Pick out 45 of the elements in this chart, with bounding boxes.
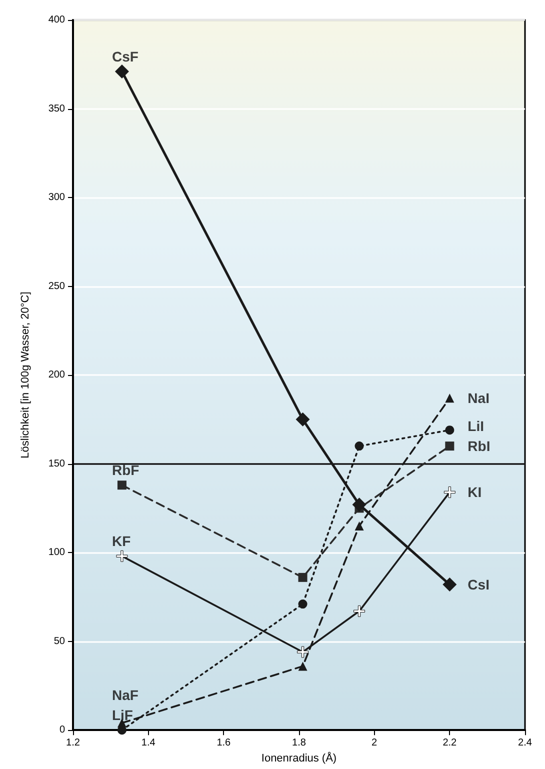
x-tick-label: 1.2 [66, 738, 80, 749]
x-tick-label: 1.4 [141, 738, 156, 749]
y-tick-label: 50 [54, 636, 66, 647]
annotation: KI [468, 484, 482, 500]
y-tick-label: 300 [48, 192, 66, 204]
point [354, 605, 366, 617]
y-tick-label: 250 [48, 280, 66, 292]
annotation: LiF [112, 707, 134, 724]
point [354, 442, 364, 451]
x-axis-title: Ionenradius (Å) [261, 752, 337, 764]
annotation: CsF [112, 48, 139, 64]
y-tick-label: 400 [48, 14, 66, 26]
annotation: NaI [468, 390, 490, 406]
y-axis-title: Löslichkeit [in 100g Wasser, 20°C] [20, 292, 32, 458]
y-tick-label: 350 [48, 103, 66, 114]
point [354, 521, 364, 530]
x-tick-label: 1.8 [292, 738, 306, 749]
point [444, 486, 456, 498]
point [445, 394, 454, 403]
point [352, 498, 366, 512]
x-tick-label: 2.2 [442, 738, 458, 749]
annotation: KF [112, 533, 132, 550]
point [114, 64, 129, 78]
point [445, 426, 454, 435]
point [297, 646, 309, 658]
annotation: RbI [468, 438, 490, 454]
annotation: LiI [468, 418, 484, 434]
x-tick-label: 1.6 [216, 738, 232, 749]
annotation: RbF [112, 462, 140, 478]
y-tick-label: 100 [48, 547, 66, 558]
point [442, 578, 457, 592]
point [298, 572, 308, 582]
annotation: NaF [112, 687, 139, 704]
y-tick-label: 200 [48, 370, 66, 381]
x-tick-label: 2 [372, 738, 378, 749]
x-tick-label: 2.4 [518, 738, 532, 749]
point [445, 442, 454, 451]
y-tick-label: 150 [48, 458, 66, 470]
point [298, 600, 308, 609]
point [298, 662, 308, 671]
annotation: CsI [468, 576, 490, 593]
point [117, 480, 126, 490]
point [116, 550, 128, 562]
point [296, 412, 310, 426]
y-tick-label: 0 [59, 724, 66, 736]
